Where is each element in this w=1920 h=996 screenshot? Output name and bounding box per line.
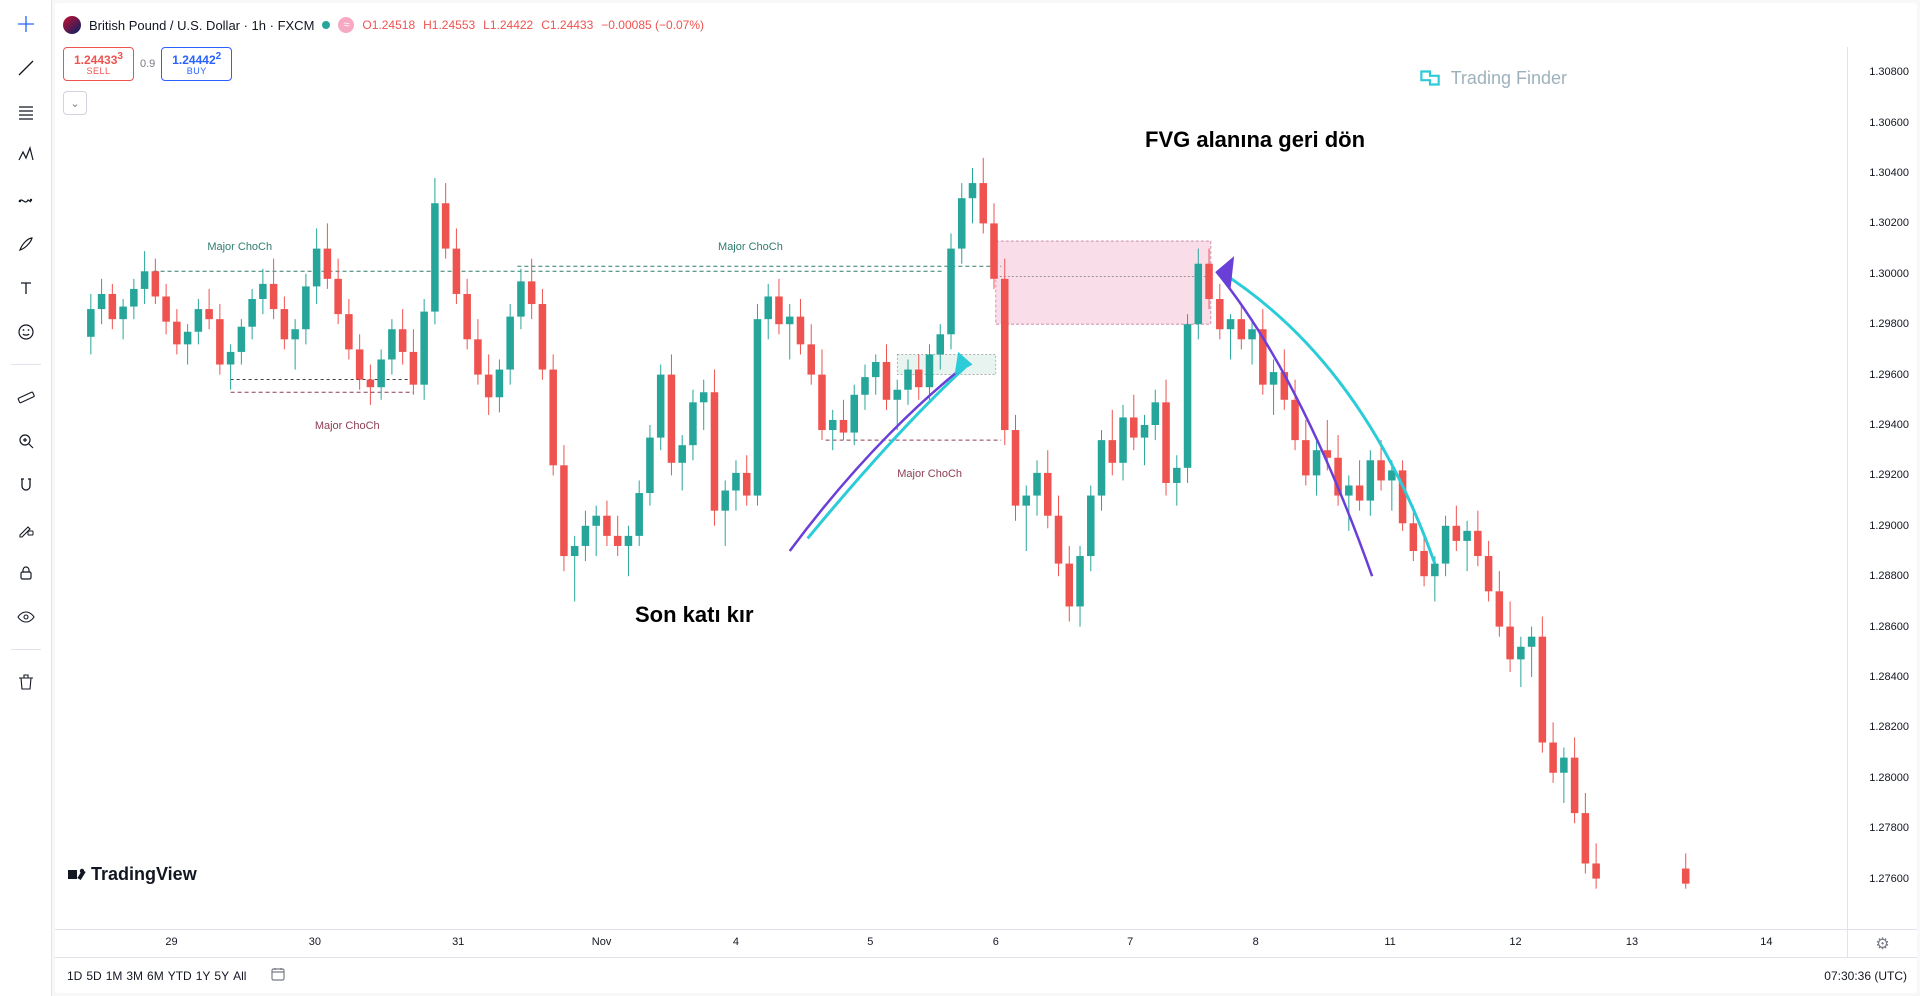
emoji-icon[interactable] — [12, 318, 40, 346]
price-tick: 1.28800 — [1869, 570, 1909, 582]
price-tick: 1.27800 — [1869, 822, 1909, 834]
choch-label: Major ChoCh — [315, 420, 380, 432]
price-axis[interactable]: 1.30800 1.30600 1.30400 1.30200 1.30000 1.298… — [1847, 47, 1917, 929]
fib-icon[interactable] — [12, 98, 40, 126]
ruler-icon[interactable] — [12, 383, 40, 411]
price-tick: 1.28600 — [1869, 621, 1909, 633]
price-tick: 1.30000 — [1869, 268, 1909, 280]
timeframe-group: 1D5D1M3M6MYTD1Y5YAll — [65, 969, 248, 983]
trendline-icon[interactable] — [12, 54, 40, 82]
annotation-fvg: FVG alanına geri dön — [1145, 127, 1365, 153]
time-tick: 29 — [165, 936, 177, 948]
trash-icon[interactable] — [12, 668, 40, 696]
timeframe-6m[interactable]: 6M — [145, 966, 166, 986]
time-tick: 7 — [1127, 936, 1133, 948]
timeframe-1d[interactable]: 1D — [65, 966, 84, 986]
top-bar: British Pound / U.S. Dollar · 1h · FXCM … — [55, 3, 1917, 47]
price-tick: 1.28000 — [1869, 772, 1909, 784]
timeframe-3m[interactable]: 3M — [124, 966, 145, 986]
time-axis[interactable]: 29 30 31 Nov 4 5 6 7 8 11 12 13 14 — [55, 930, 1847, 957]
timeframe-all[interactable]: All — [231, 966, 248, 986]
bottom-bar: 1D5D1M3M6MYTD1Y5YAll 07:30:36 (UTC) — [55, 957, 1917, 993]
pencil-lock-icon[interactable] — [12, 515, 40, 543]
sell-button[interactable]: 1.244333 SELL — [63, 47, 134, 81]
price-tick: 1.29800 — [1869, 318, 1909, 330]
goto-date-icon[interactable] — [270, 966, 286, 985]
price-tick: 1.30800 — [1869, 66, 1909, 78]
price-tick: 1.28200 — [1869, 721, 1909, 733]
timeframe-ytd[interactable]: YTD — [166, 966, 194, 986]
timeframe-1m[interactable]: 1M — [104, 966, 125, 986]
left-toolbar — [0, 0, 52, 996]
lock-icon[interactable] — [12, 559, 40, 587]
spread-value: 0.9 — [140, 58, 155, 70]
indicator-collapse-button[interactable]: ⌄ — [63, 91, 87, 115]
timeframe-1y[interactable]: 1Y — [194, 966, 213, 986]
time-tick: 13 — [1626, 936, 1638, 948]
time-tick: 11 — [1384, 936, 1395, 948]
price-tick: 1.29600 — [1869, 369, 1909, 381]
time-tick: 6 — [993, 936, 999, 948]
time-tick: Nov — [592, 936, 612, 948]
price-tick: 1.29200 — [1869, 469, 1909, 481]
clock[interactable]: 07:30:36 (UTC) — [1824, 969, 1907, 983]
brush-icon[interactable] — [12, 230, 40, 258]
time-tick: 8 — [1253, 936, 1259, 948]
time-tick: 31 — [452, 936, 464, 948]
price-tick: 1.30600 — [1869, 117, 1909, 129]
price-tick: 1.30400 — [1869, 167, 1909, 179]
tradingview-logo: TradingView — [67, 864, 197, 885]
choch-label: Major ChoCh — [207, 241, 272, 253]
axis-settings-icon[interactable]: ⚙ — [1875, 934, 1889, 954]
crosshair-icon[interactable] — [12, 10, 40, 38]
choch-label: Major ChoCh — [897, 468, 962, 480]
chart-canvas[interactable]: Trading Finder FVG alanına geri dön Son … — [55, 47, 1847, 929]
time-tick: 12 — [1509, 936, 1521, 948]
annotation-sonkati: Son katı kır — [635, 602, 754, 628]
time-tick: 5 — [867, 936, 873, 948]
text-icon[interactable] — [12, 274, 40, 302]
price-tick: 1.29000 — [1869, 520, 1909, 532]
market-status-icon — [322, 21, 330, 29]
buy-sell-panel: 1.244333 SELL 0.9 1.244422 BUY — [63, 47, 232, 81]
forecast-icon[interactable] — [12, 186, 40, 214]
choch-label: Major ChoCh — [718, 241, 783, 253]
watermark-logo: Trading Finder — [1417, 65, 1567, 91]
time-tick: 14 — [1760, 936, 1772, 948]
price-tick: 1.29400 — [1869, 419, 1909, 431]
zoom-icon[interactable] — [12, 427, 40, 455]
ohlc-readout: O1.24518H1.24553L1.24422C1.24433−0.00085… — [362, 18, 712, 32]
main-panel: British Pound / U.S. Dollar · 1h · FXCM … — [55, 3, 1917, 993]
chart-svg — [55, 47, 1847, 929]
time-axis-row: 29 30 31 Nov 4 5 6 7 8 11 12 13 14 ⚙ — [55, 929, 1917, 957]
symbol-flag-icon — [63, 16, 81, 34]
price-tick: 1.28400 — [1869, 671, 1909, 683]
time-tick: 4 — [733, 936, 739, 948]
timeframe-5d[interactable]: 5D — [84, 966, 103, 986]
eye-icon[interactable] — [12, 603, 40, 631]
price-tick: 1.30200 — [1869, 217, 1909, 229]
time-tick: 30 — [309, 936, 321, 948]
magnet-icon[interactable] — [12, 471, 40, 499]
delayed-icon: ≈ — [338, 17, 354, 33]
pattern-icon[interactable] — [12, 142, 40, 170]
timeframe-5y[interactable]: 5Y — [212, 966, 231, 986]
symbol-name[interactable]: British Pound / U.S. Dollar · 1h · FXCM — [89, 18, 314, 33]
price-tick: 1.27600 — [1869, 873, 1909, 885]
buy-button[interactable]: 1.244422 BUY — [161, 47, 232, 81]
